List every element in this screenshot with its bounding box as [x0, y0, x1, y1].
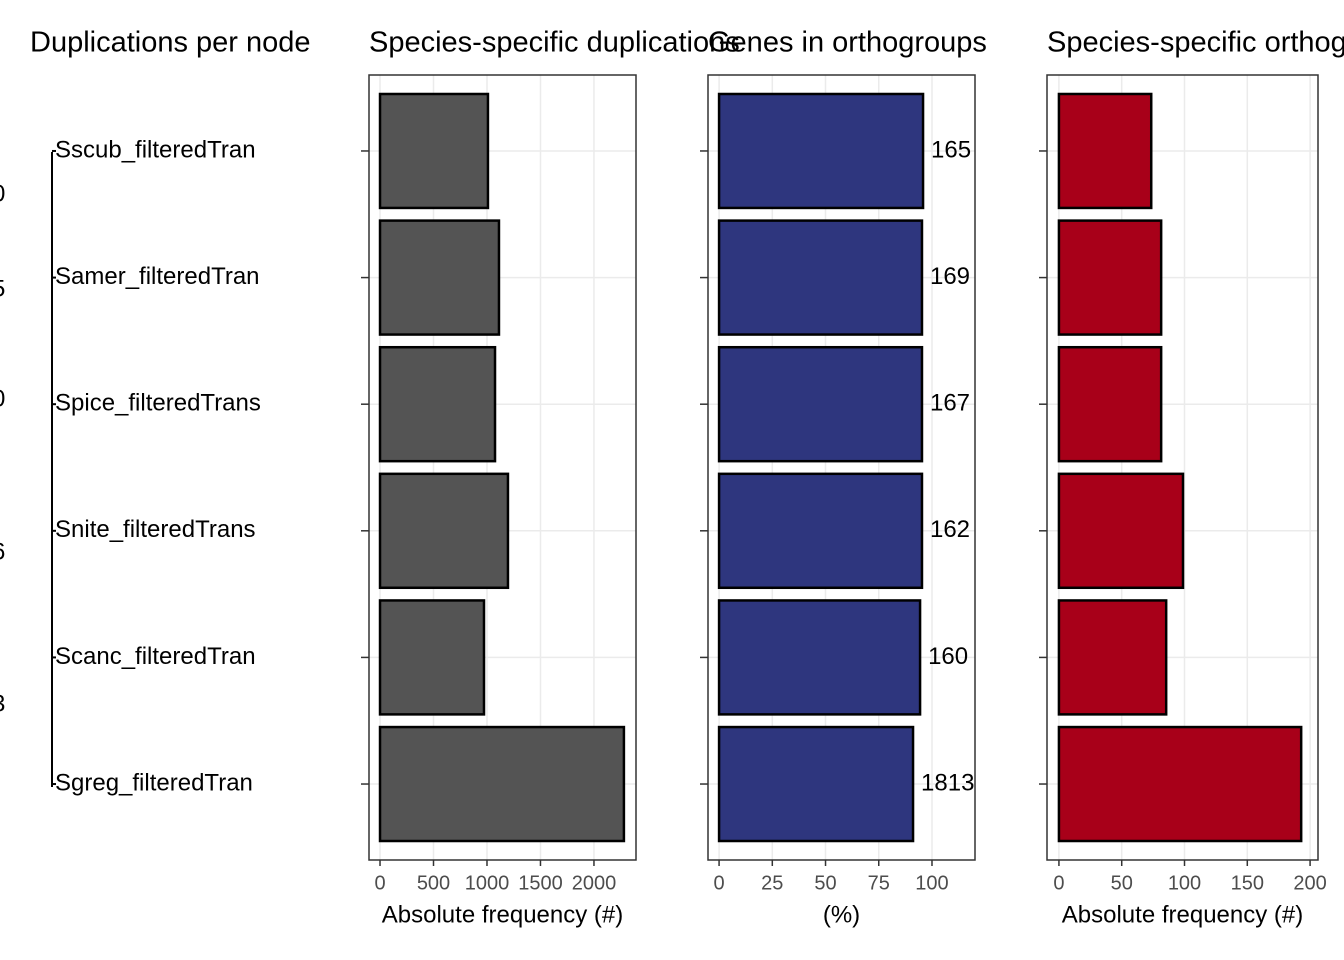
bar — [1057, 472, 1185, 590]
bar — [717, 345, 924, 463]
tree-panel: Sscub_filteredTran Samer_filteredTran Spic… — [0, 136, 261, 796]
tip-label: Samer_filteredTran — [55, 263, 260, 290]
panel: 0 500 1000 1500 2000 Absolute frequency (#) — [361, 74, 637, 928]
x-axis-title: Absolute frequency (#) — [382, 901, 623, 928]
x-tick-label: 500 — [417, 872, 450, 894]
bar — [378, 219, 501, 336]
x-tick-label: 0 — [374, 872, 385, 894]
tip-label: Scanc_filteredTran — [55, 643, 256, 670]
bar — [1057, 219, 1163, 336]
count-label: 169 — [930, 263, 970, 290]
panel-border — [1046, 74, 1319, 861]
x-tick-label: 200 — [1293, 872, 1326, 894]
node-label: 6 — [0, 538, 5, 565]
panel: 0 50 100 150 200 Absolute frequency (#) — [1039, 74, 1327, 928]
count-label: 160 — [928, 643, 968, 670]
tip-label: Sscub_filteredTran — [55, 136, 256, 163]
x-tick-label: 100 — [1168, 872, 1201, 894]
bar — [378, 725, 626, 843]
panel-border — [368, 74, 637, 861]
x-tick-label: 25 — [761, 872, 783, 894]
count-label: 162 — [930, 516, 970, 543]
bar — [1057, 599, 1168, 716]
plot-area — [1047, 75, 1318, 860]
tip-label: Spice_filteredTrans — [55, 390, 261, 417]
x-tick-label: 100 — [915, 872, 948, 894]
panel-title: Duplications per node — [30, 27, 311, 59]
panel-title: Species-specific duplications — [369, 27, 740, 59]
node-label: 0 — [0, 180, 5, 207]
x-tick-label: 2000 — [572, 872, 617, 894]
panel: 165 169 167 162 160 1813 0 25 50 75 100 (%) — [700, 74, 976, 928]
bar — [378, 599, 486, 716]
count-label: 167 — [930, 390, 970, 417]
plot-area: 165 169 167 162 160 1813 — [708, 75, 975, 860]
bar — [717, 599, 922, 716]
tip-label: Sgreg_filteredTran — [55, 769, 253, 796]
bar — [717, 92, 925, 210]
node-label: 5 — [0, 275, 5, 302]
node-label: 3 — [0, 690, 5, 717]
x-tick-label: 150 — [1231, 872, 1264, 894]
x-tick-label: 50 — [814, 872, 836, 894]
tip-label: Snite_filteredTrans — [55, 516, 256, 543]
x-axis-title: Absolute frequency (#) — [1062, 901, 1303, 928]
bar — [717, 219, 924, 336]
x-tick-label: 50 — [1111, 872, 1133, 894]
bar — [378, 92, 490, 210]
plot-area — [369, 75, 636, 860]
bar — [378, 472, 510, 590]
bar — [717, 725, 915, 843]
x-tick-label: 75 — [868, 872, 890, 894]
count-label: 165 — [931, 136, 971, 163]
x-tick-label: 0 — [714, 872, 725, 894]
bar — [1057, 345, 1163, 463]
bar — [1057, 92, 1153, 210]
x-axis-title: (%) — [823, 901, 860, 928]
count-label: 1813 — [921, 769, 974, 796]
panel-title: Species-specific orthogroups — [1047, 27, 1344, 59]
node-label: 0 — [0, 385, 5, 412]
x-tick-label: 0 — [1053, 872, 1064, 894]
x-tick-label: 1000 — [465, 872, 510, 894]
bar — [717, 472, 924, 590]
bar — [1057, 725, 1303, 843]
panel-title: Genes in orthogroups — [708, 27, 987, 59]
bar — [378, 345, 497, 463]
x-tick-label: 1500 — [518, 872, 563, 894]
panel-border — [707, 74, 976, 861]
